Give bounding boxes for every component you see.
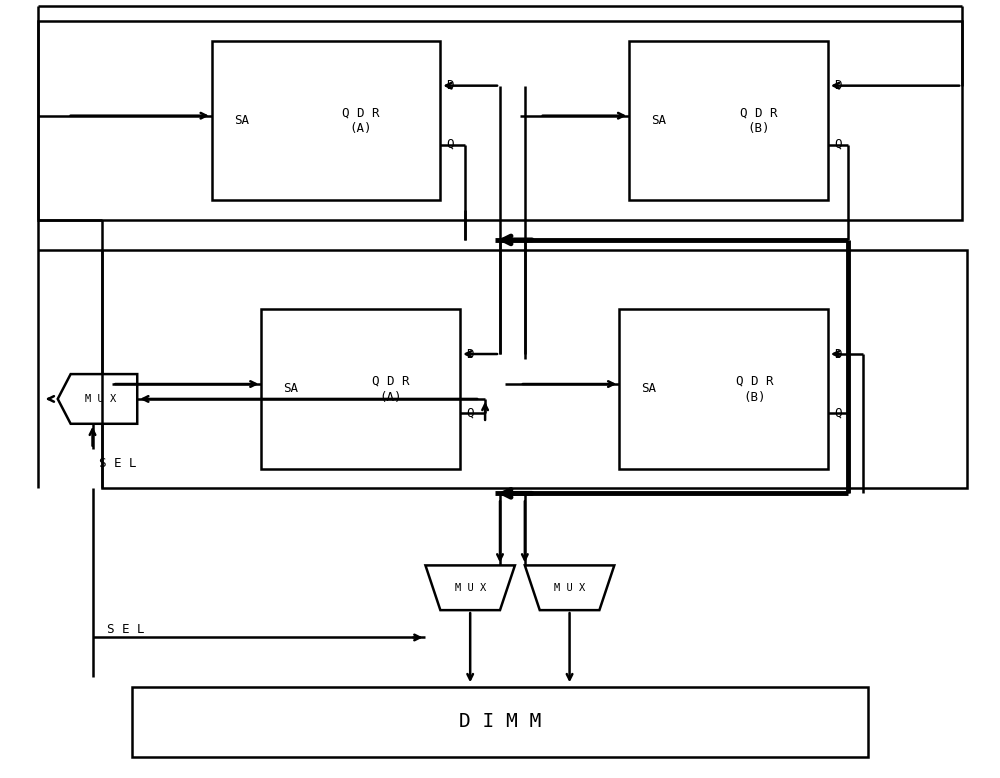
Polygon shape bbox=[425, 566, 515, 610]
Bar bbox=[102, 250, 967, 489]
Text: D: D bbox=[834, 348, 841, 360]
Text: Q: Q bbox=[834, 138, 841, 151]
Text: Q: Q bbox=[466, 406, 474, 419]
Text: D I M M: D I M M bbox=[459, 713, 541, 731]
Text: Q D R
(A): Q D R (A) bbox=[342, 106, 379, 135]
Text: M U X: M U X bbox=[455, 583, 486, 593]
Text: SA: SA bbox=[641, 383, 656, 395]
Bar bbox=[629, 41, 828, 200]
Polygon shape bbox=[58, 374, 137, 424]
Text: Q: Q bbox=[834, 406, 841, 419]
Text: Q: Q bbox=[446, 138, 454, 151]
Text: D: D bbox=[446, 79, 454, 92]
Text: D: D bbox=[466, 348, 474, 360]
Polygon shape bbox=[525, 566, 614, 610]
Text: M U X: M U X bbox=[85, 394, 116, 404]
Bar bbox=[619, 310, 828, 468]
Text: Q D R
(B): Q D R (B) bbox=[736, 374, 774, 404]
Text: M U X: M U X bbox=[554, 583, 585, 593]
Bar bbox=[38, 21, 962, 220]
Text: Q D R
(A): Q D R (A) bbox=[372, 374, 409, 404]
Text: SA: SA bbox=[234, 114, 249, 127]
Text: S E L: S E L bbox=[107, 623, 145, 636]
Bar bbox=[132, 687, 868, 757]
Text: Q D R
(B): Q D R (B) bbox=[740, 106, 777, 135]
Text: SA: SA bbox=[651, 114, 666, 127]
Bar bbox=[261, 310, 460, 468]
Text: SA: SA bbox=[283, 383, 298, 395]
Bar bbox=[212, 41, 440, 200]
Text: S E L: S E L bbox=[99, 457, 137, 470]
Text: D: D bbox=[834, 79, 841, 92]
